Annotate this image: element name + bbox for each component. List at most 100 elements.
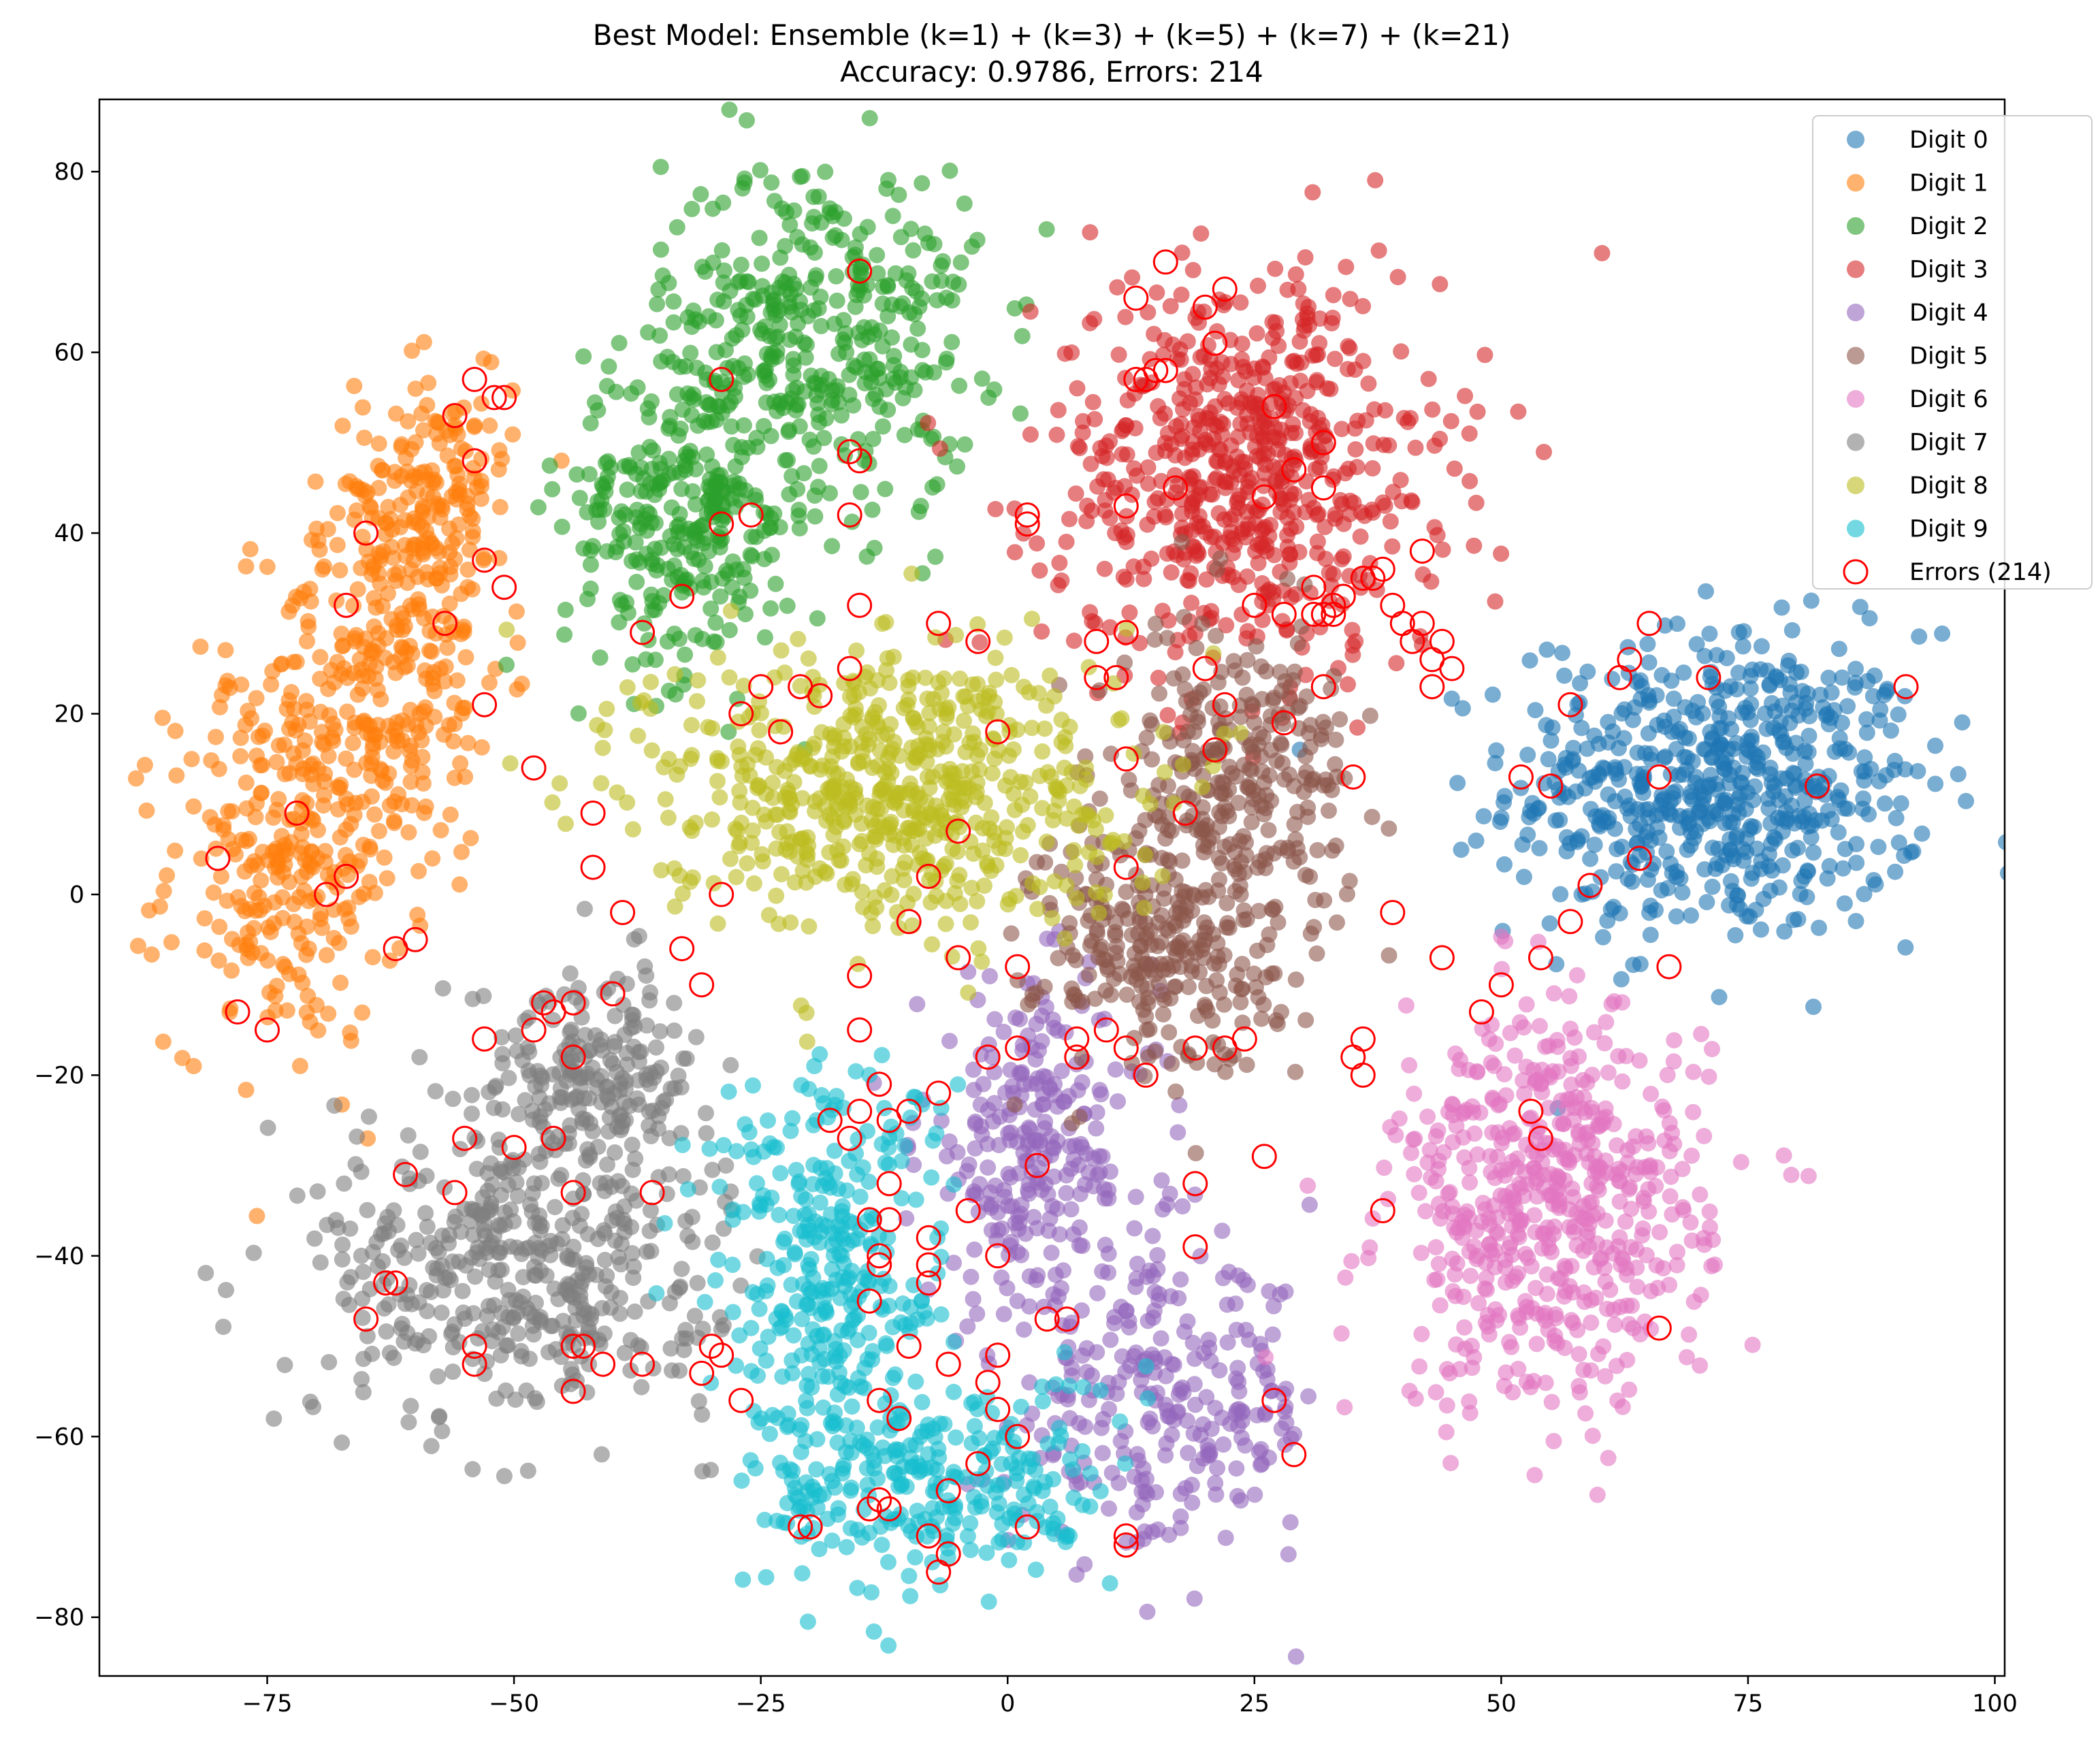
digit-0-point <box>1805 999 1822 1015</box>
digit-1-point <box>285 597 301 613</box>
digit-1-point <box>364 788 380 805</box>
digit-5-point <box>1137 1008 1154 1025</box>
digit-5-point <box>1224 765 1240 781</box>
digit-3-point <box>1295 402 1311 419</box>
digit-4-point <box>1061 1138 1078 1155</box>
digit-1-point <box>293 869 310 885</box>
digit-7-point <box>687 1308 703 1324</box>
digit-3-point <box>1415 566 1431 583</box>
digit-4-point <box>1228 1460 1244 1477</box>
digit-5-point <box>1186 724 1203 740</box>
digit-2-point <box>818 410 834 427</box>
digit-6-point <box>1504 1153 1520 1170</box>
digit-1-point <box>299 702 315 718</box>
digit-6-point <box>1693 1026 1709 1042</box>
digit-3-point <box>1312 310 1328 327</box>
digit-7-point <box>336 1176 352 1192</box>
digit-0-point <box>1877 795 1893 811</box>
digit-1-point <box>384 521 400 538</box>
digit-3-point <box>1340 361 1356 377</box>
digit-7-point <box>396 1250 413 1266</box>
digit-5-point <box>1138 956 1154 973</box>
digit-0-point <box>1709 782 1726 799</box>
digit-6-point <box>1647 1178 1664 1194</box>
digit-1-point <box>412 918 428 934</box>
digit-7-point <box>427 1083 444 1099</box>
digit-3-point <box>1347 633 1363 649</box>
digit-1-point <box>457 649 474 666</box>
digit-2-point <box>824 538 840 554</box>
digit-7-point <box>487 1274 504 1290</box>
digit-7-point <box>354 1291 370 1307</box>
digit-5-point <box>1257 851 1274 867</box>
digit-1-point <box>355 400 371 416</box>
digit-0-point <box>1643 926 1659 943</box>
digit-5-point <box>1091 949 1107 965</box>
digit-0-point <box>1711 989 1728 1005</box>
digit-8-point <box>683 717 700 733</box>
digit-0-point <box>1830 824 1847 841</box>
digit-6-point <box>1480 1307 1496 1323</box>
digit-0-point <box>1515 837 1531 853</box>
digit-6-point <box>1469 1063 1485 1080</box>
digit-5-point <box>1165 671 1182 687</box>
digit-3-point <box>1049 427 1065 443</box>
digit-3-point <box>1115 421 1131 438</box>
digit-4-point <box>1142 1410 1158 1427</box>
digit-0-point <box>1641 654 1658 671</box>
digit-0-point <box>1693 803 1709 820</box>
digit-3-point <box>1070 438 1086 455</box>
digit-2-point <box>737 174 753 191</box>
digit-6-point <box>1475 1195 1491 1211</box>
digit-7-point <box>276 1357 293 1373</box>
digit-7-point <box>527 1078 543 1095</box>
digit-2-point <box>718 563 734 579</box>
digit-3-point <box>1355 353 1372 369</box>
digit-0-point <box>1771 792 1787 808</box>
digit-5-point <box>1167 1084 1184 1100</box>
digit-4-point <box>1097 1191 1113 1207</box>
digit-6-point <box>1432 1297 1449 1314</box>
digit-3-point <box>1239 504 1255 520</box>
digit-7-point <box>430 1368 446 1385</box>
digit-3-point <box>1288 266 1304 283</box>
digit-0-point <box>1731 624 1747 641</box>
digit-0-point <box>1672 721 1688 737</box>
digit-7-point <box>353 1163 370 1180</box>
digit-3-point <box>1174 506 1191 522</box>
digit-2-point <box>660 275 677 291</box>
digit-2-point <box>817 163 833 180</box>
digit-7-point <box>594 1447 610 1463</box>
digit-2-point <box>742 583 758 599</box>
digit-3-point <box>1148 285 1165 301</box>
digit-7-point <box>355 1263 372 1280</box>
digit-4-point <box>1302 1197 1318 1213</box>
digit-7-point <box>474 1189 491 1206</box>
digit-7-point <box>410 1246 427 1262</box>
digit-2-point <box>688 627 704 643</box>
digit-6-point <box>1512 1214 1528 1230</box>
digit-3-point <box>1119 447 1135 463</box>
digit-5-point <box>1242 760 1258 777</box>
digit-7-point <box>524 1103 540 1119</box>
digit-3-point <box>1257 519 1274 535</box>
digit-7-point <box>597 1252 613 1268</box>
digit-4-point <box>1076 1556 1093 1572</box>
digit-1-point <box>350 687 366 703</box>
digit-6-point <box>1663 1169 1679 1185</box>
digit-1-point <box>386 815 402 831</box>
digit-0-point <box>1824 685 1840 701</box>
digit-7-point <box>215 1319 231 1335</box>
digit-6-point <box>1704 1041 1720 1057</box>
digit-4-point <box>1208 1487 1224 1503</box>
digit-4-point <box>966 1242 982 1258</box>
digit-2-point <box>619 481 636 498</box>
digit-2-point <box>941 163 958 179</box>
digit-5-point <box>1195 681 1212 698</box>
digit-3-point <box>1594 245 1611 261</box>
digit-4-point <box>1070 1082 1086 1099</box>
digit-0-point <box>1468 833 1485 849</box>
digit-7-point <box>625 1162 641 1178</box>
digit-5-point <box>1166 979 1182 995</box>
